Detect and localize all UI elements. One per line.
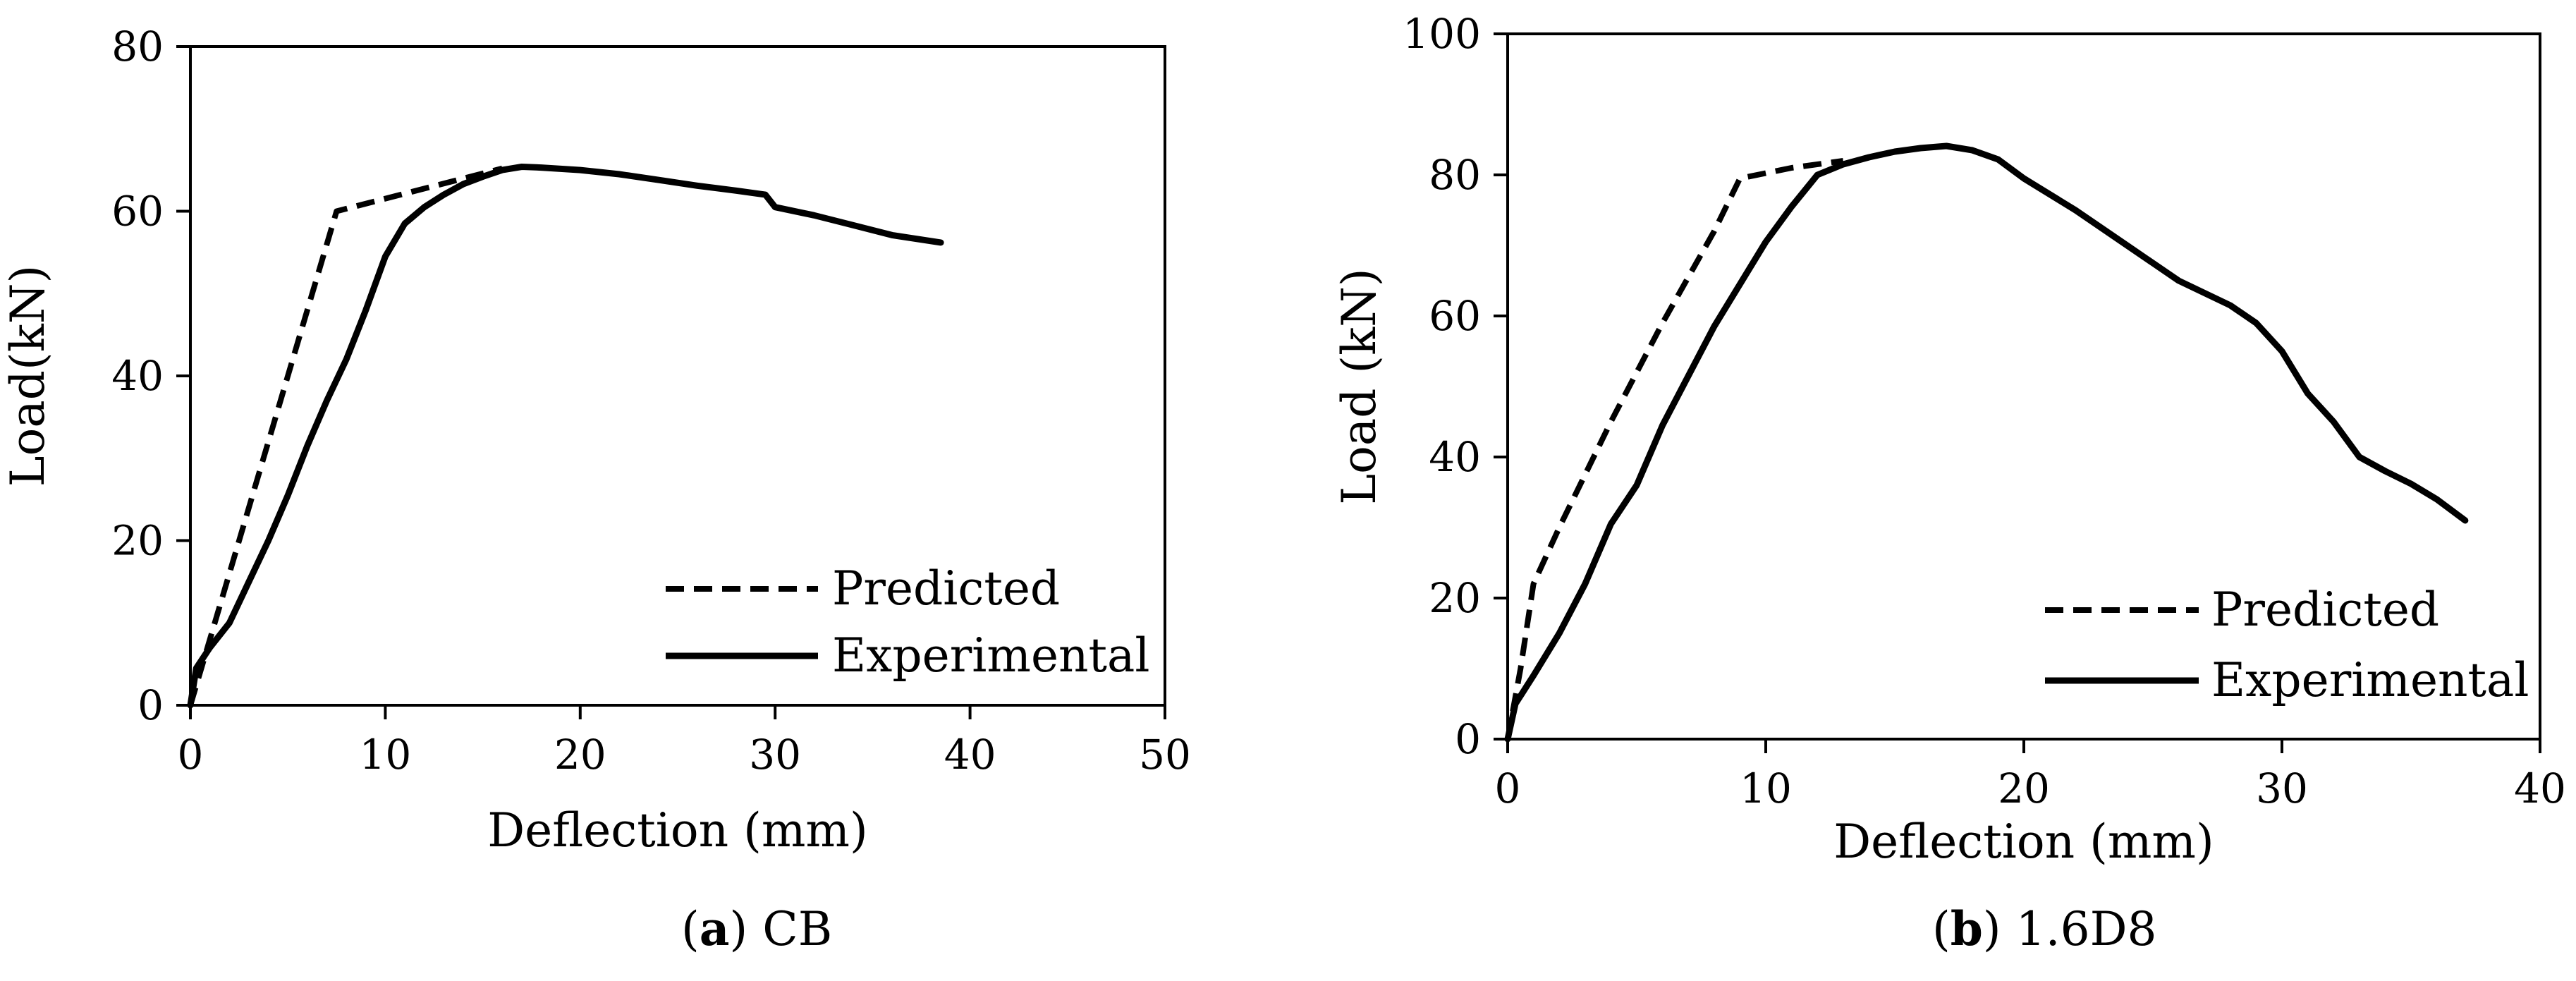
y-tick-label: 80 (1429, 151, 1481, 199)
y-tick-label: 60 (111, 188, 164, 236)
x-axis-label: Deflection (mm) (1833, 815, 2214, 869)
panel-caption: (a) CB (681, 901, 832, 956)
x-tick-label: 10 (1740, 764, 1792, 812)
legend: Predicted Experimental (666, 561, 1150, 683)
panel-caption-text: CB (747, 902, 832, 956)
legend-label-predicted: Predicted (2211, 583, 2439, 637)
y-tick-label: 80 (111, 23, 164, 71)
x-tick-label: 0 (1495, 764, 1521, 812)
y-tick-label: 0 (1455, 715, 1481, 763)
x-tick-label: 0 (178, 731, 204, 779)
x-tick-label: 10 (359, 731, 411, 779)
y-tick-label: 100 (1403, 10, 1481, 58)
x-tick-label: 40 (944, 731, 996, 779)
y-axis-label: Load(kN) (1, 265, 55, 487)
x-tick-label: 40 (2514, 764, 2566, 812)
panel-caption-letter: b (1951, 901, 1983, 956)
series-line-experimental (187, 164, 944, 709)
x-tick-label: 30 (2256, 764, 2308, 812)
y-tick-label: 40 (111, 352, 164, 400)
panel-caption: (b) 1.6D8 (1932, 901, 2157, 956)
y-axis-label: Load (kN) (1332, 268, 1386, 504)
y-tick-label: 40 (1429, 433, 1481, 481)
panel-caption-letter: a (700, 901, 730, 956)
x-tick-label: 50 (1139, 731, 1191, 779)
x-tick-label: 30 (749, 731, 801, 779)
legend-label-experimental: Experimental (832, 628, 1150, 683)
series-line-experimental (1504, 142, 2469, 743)
y-tick-label: 0 (138, 681, 164, 729)
legend: Predicted Experimental (2045, 583, 2529, 707)
y-tick-label: 60 (1429, 292, 1481, 340)
legend-label-experimental: Experimental (2211, 653, 2529, 707)
y-tick-label: 20 (111, 517, 164, 565)
legend-label-predicted: Predicted (832, 561, 1060, 616)
y-tick-label: 20 (1429, 574, 1481, 622)
chart-panel-b: 0 10 20 30 40 0 20 40 60 80 100 Deflection (mm) Load… (1332, 10, 2566, 956)
x-axis-label: Deflection (mm) (487, 803, 868, 858)
x-tick-label: 20 (1998, 764, 2050, 812)
series-line-predicted (188, 165, 503, 707)
chart-panel-a: 0 10 20 30 40 50 0 20 40 60 80 Deflection (mm) Load(… (1, 23, 1191, 956)
series-line-predicted (1505, 158, 1844, 740)
panel-caption-text: 1.6D8 (2001, 902, 2157, 956)
x-tick-label: 20 (554, 731, 606, 779)
